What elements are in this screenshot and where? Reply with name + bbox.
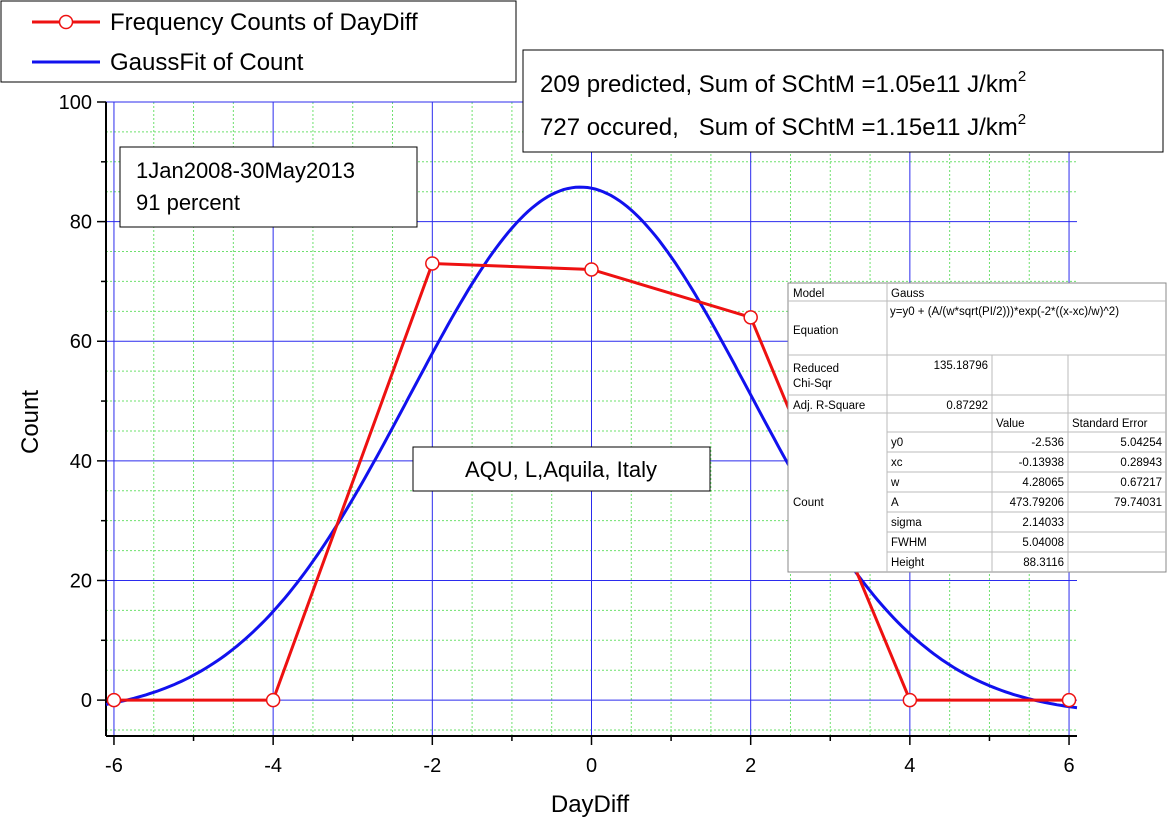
y-tick-label: 20 — [70, 570, 92, 592]
legend-label-frequency: Frequency Counts of DayDiff — [110, 9, 418, 36]
fit-error-header: Standard Error — [1072, 418, 1148, 430]
x-tick-label: 6 — [1063, 755, 1074, 777]
fit-param-error: 0.67217 — [1120, 477, 1162, 489]
fit-param-name: Height — [891, 557, 925, 569]
date-range-frame — [119, 146, 418, 228]
fit-param-value: 2.14033 — [1022, 517, 1064, 529]
y-tick-label: 80 — [70, 212, 92, 234]
x-tick-label: 2 — [745, 755, 756, 777]
fit-param-value: 88.3116 — [1023, 557, 1064, 569]
series-gaussfit-line — [105, 185, 1078, 710]
series-frequency-point — [106, 692, 122, 708]
predicted-text: 209 predicted, Sum of SChtM =1.05e11 J/k… — [540, 68, 1026, 98]
date-range-text: 1Jan2008-30May2013 — [136, 158, 355, 183]
station-frame — [412, 446, 711, 492]
legend-label-gaussfit: GaussFit of Count — [110, 49, 304, 76]
predicted-sup: 2 — [1018, 68, 1026, 85]
fit-param-error: 5.04254 — [1120, 437, 1162, 449]
series-layer — [105, 185, 1078, 710]
station-box: AQU, L,Aquila, Italy — [412, 446, 711, 492]
x-tick-label: -4 — [264, 755, 282, 777]
fit-equation-label: Equation — [793, 325, 838, 337]
fit-param-value: 4.28065 — [1022, 477, 1064, 489]
fit-param-error: 0.28943 — [1120, 457, 1162, 469]
percent-text: 91 percent — [136, 190, 240, 215]
legend-box — [0, 0, 517, 83]
x-tick-label: 4 — [904, 755, 915, 777]
station-text: AQU, L,Aquila, Italy — [465, 457, 657, 482]
fit-param-name: y0 — [891, 437, 903, 449]
occurred-text: 727 occured, Sum of SChtM =1.15e11 J/km2 — [540, 111, 1026, 141]
predicted-main: 209 predicted, Sum of SChtM =1.05e11 J/k… — [540, 71, 1018, 98]
fit-param-value: -0.13938 — [1019, 457, 1064, 469]
x-axis-title: DayDiff — [551, 791, 630, 818]
series-frequency-point — [743, 310, 758, 325]
fit-chisq-value: 135.18796 — [934, 360, 988, 372]
fit-param-value: -2.536 — [1031, 437, 1064, 449]
series-frequency-point — [425, 256, 440, 271]
fit-table-frame — [787, 282, 1167, 573]
x-tick-label: -6 — [105, 755, 123, 777]
fit-table: Model Gauss Equation y=y0 + (A/(w*sqrt(PI/2… — [787, 282, 1167, 573]
fit-r2-value: 0.87292 — [946, 400, 988, 412]
occurred-sup: 2 — [1018, 111, 1026, 128]
x-tick-label: 0 — [586, 755, 597, 777]
y-axis-title: Count — [17, 390, 44, 454]
y-tick-label: 60 — [70, 331, 92, 353]
fit-model-value: Gauss — [891, 288, 924, 300]
fit-param-value: 5.04008 — [1022, 537, 1064, 549]
series-frequency-point — [584, 262, 599, 277]
fit-equation-value: y=y0 + (A/(w*sqrt(PI/2)))*exp(-2*((x-xc)… — [890, 306, 1119, 318]
fit-param-value: 473.79206 — [1010, 497, 1064, 509]
series-frequency-point — [902, 692, 918, 708]
prediction-box-frame — [522, 49, 1164, 153]
legend: Frequency Counts of DayDiff GaussFit of … — [0, 0, 517, 83]
fit-param-name: FWHM — [891, 537, 927, 549]
fit-r2-label: Adj. R-Square — [793, 400, 865, 412]
y-tick-label: 40 — [70, 451, 92, 473]
fit-param-name: w — [890, 477, 900, 489]
legend-marker-frequency — [58, 14, 74, 30]
fit-param-name: A — [891, 497, 899, 509]
prediction-box: 209 predicted, Sum of SChtM =1.05e11 J/k… — [522, 49, 1164, 153]
y-ticks: 0 20 40 60 80 100 — [59, 92, 106, 712]
series-frequency-point — [265, 692, 281, 708]
fit-chisq-label: Chi-Sqr — [793, 378, 832, 390]
date-range-box: 1Jan2008-30May2013 91 percent — [119, 146, 418, 228]
fit-model-label: Model — [793, 288, 824, 300]
occurred-main: 727 occured, Sum of SChtM =1.15e11 J/km — [540, 114, 1018, 141]
fit-group-label: Count — [793, 497, 824, 509]
series-frequency-point — [1061, 692, 1077, 708]
x-ticks: -6 -4 -2 0 2 4 6 — [105, 736, 1075, 777]
y-tick-label: 100 — [59, 92, 92, 114]
y-tick-label: 0 — [81, 690, 92, 712]
fit-value-header: Value — [996, 418, 1025, 430]
x-tick-label: -2 — [423, 755, 441, 777]
fit-param-name: sigma — [891, 517, 922, 529]
fit-param-error: 79.74031 — [1114, 497, 1162, 509]
fit-param-name: xc — [891, 457, 903, 469]
fit-chisq-label: Reduced — [793, 363, 839, 375]
